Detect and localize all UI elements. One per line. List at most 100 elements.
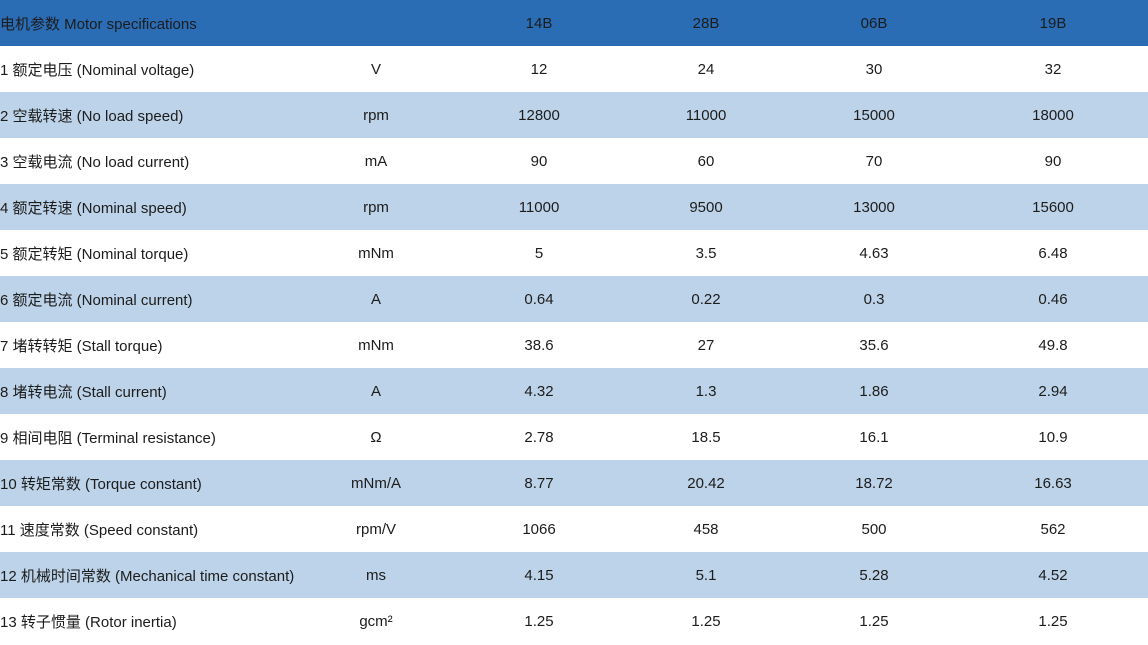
spec-row: 10 转矩常数 (Torque constant) mNm/A 8.77 20.… [0, 460, 1148, 506]
column-header-19B: 19B [958, 0, 1148, 46]
spec-label: 4 额定转速 (Nominal speed) [0, 184, 296, 230]
spec-unit: rpm/V [296, 506, 457, 552]
spec-value: 18.5 [622, 414, 791, 460]
spec-unit: gcm² [296, 598, 457, 644]
spec-value: 16.63 [958, 460, 1148, 506]
spec-value: 1.25 [790, 598, 959, 644]
spec-value: 15000 [790, 92, 959, 138]
spec-value: 2.78 [456, 414, 623, 460]
table-header-row: 电机参数 Motor specifications 14B 28B 06B 19… [0, 0, 1148, 46]
spec-value: 0.64 [456, 276, 623, 322]
table-body: 1 额定电压 (Nominal voltage) V 12 24 30 32 2… [0, 46, 1148, 644]
spec-row: 12 机械时间常数 (Mechanical time constant) ms … [0, 552, 1148, 598]
spec-label: 9 相间电阻 (Terminal resistance) [0, 414, 296, 460]
spec-value: 1.25 [456, 598, 623, 644]
spec-value: 20.42 [622, 460, 791, 506]
spec-value: 4.52 [958, 552, 1148, 598]
spec-unit: mNm [296, 230, 457, 276]
spec-label: 3 空载电流 (No load current) [0, 138, 296, 184]
spec-value: 1.25 [622, 598, 791, 644]
spec-value: 11000 [456, 184, 623, 230]
spec-label: 2 空载转速 (No load speed) [0, 92, 296, 138]
spec-row: 11 速度常数 (Speed constant) rpm/V 1066 458 … [0, 506, 1148, 552]
spec-value: 8.77 [456, 460, 623, 506]
spec-label: 8 堵转电流 (Stall current) [0, 368, 296, 414]
spec-value: 500 [790, 506, 959, 552]
spec-label: 6 额定电流 (Nominal current) [0, 276, 296, 322]
spec-row: 9 相间电阻 (Terminal resistance) Ω 2.78 18.5… [0, 414, 1148, 460]
spec-value: 5 [456, 230, 623, 276]
spec-value: 4.15 [456, 552, 623, 598]
spec-value: 12 [456, 46, 623, 92]
spec-value: 13000 [790, 184, 959, 230]
spec-label: 11 速度常数 (Speed constant) [0, 506, 296, 552]
spec-value: 90 [958, 138, 1148, 184]
spec-value: 2.94 [958, 368, 1148, 414]
spec-row: 2 空载转速 (No load speed) rpm 12800 11000 1… [0, 92, 1148, 138]
spec-value: 60 [622, 138, 791, 184]
spec-value: 5.28 [790, 552, 959, 598]
spec-value: 11000 [622, 92, 791, 138]
spec-value: 1.25 [958, 598, 1148, 644]
spec-value: 0.46 [958, 276, 1148, 322]
spec-value: 16.1 [790, 414, 959, 460]
spec-value: 15600 [958, 184, 1148, 230]
spec-value: 562 [958, 506, 1148, 552]
spec-value: 458 [622, 506, 791, 552]
spec-label: 7 堵转转矩 (Stall torque) [0, 322, 296, 368]
spec-value: 9500 [622, 184, 791, 230]
spec-unit: V [296, 46, 457, 92]
spec-value: 6.48 [958, 230, 1148, 276]
spec-value: 1.86 [790, 368, 959, 414]
spec-value: 4.63 [790, 230, 959, 276]
spec-label: 13 转子惯量 (Rotor inertia) [0, 598, 296, 644]
spec-value: 30 [790, 46, 959, 92]
spec-unit: rpm [296, 92, 457, 138]
spec-unit: ms [296, 552, 457, 598]
spec-value: 24 [622, 46, 791, 92]
spec-value: 10.9 [958, 414, 1148, 460]
spec-value: 49.8 [958, 322, 1148, 368]
spec-value: 4.32 [456, 368, 623, 414]
column-header-06B: 06B [790, 0, 959, 46]
spec-value: 70 [790, 138, 959, 184]
table-title: 电机参数 Motor specifications [0, 0, 457, 46]
spec-row: 4 额定转速 (Nominal speed) rpm 11000 9500 13… [0, 184, 1148, 230]
spec-row: 6 额定电流 (Nominal current) A 0.64 0.22 0.3… [0, 276, 1148, 322]
spec-unit: A [296, 368, 457, 414]
spec-unit: mA [296, 138, 457, 184]
spec-value: 27 [622, 322, 791, 368]
table-header: 电机参数 Motor specifications 14B 28B 06B 19… [0, 0, 1148, 46]
spec-value: 18.72 [790, 460, 959, 506]
spec-label: 1 额定电压 (Nominal voltage) [0, 46, 296, 92]
spec-value: 1066 [456, 506, 623, 552]
spec-value: 90 [456, 138, 623, 184]
spec-value: 1.3 [622, 368, 791, 414]
spec-row: 5 额定转矩 (Nominal torque) mNm 5 3.5 4.63 6… [0, 230, 1148, 276]
spec-unit: Ω [296, 414, 457, 460]
spec-unit: A [296, 276, 457, 322]
spec-value: 5.1 [622, 552, 791, 598]
spec-label: 10 转矩常数 (Torque constant) [0, 460, 296, 506]
spec-unit: rpm [296, 184, 457, 230]
column-header-28B: 28B [622, 0, 791, 46]
spec-label: 12 机械时间常数 (Mechanical time constant) [0, 552, 296, 598]
spec-value: 0.22 [622, 276, 791, 322]
spec-value: 35.6 [790, 322, 959, 368]
spec-row: 13 转子惯量 (Rotor inertia) gcm² 1.25 1.25 1… [0, 598, 1148, 644]
spec-value: 0.3 [790, 276, 959, 322]
spec-unit: mNm/A [296, 460, 457, 506]
spec-value: 3.5 [622, 230, 791, 276]
spec-row: 7 堵转转矩 (Stall torque) mNm 38.6 27 35.6 4… [0, 322, 1148, 368]
spec-value: 32 [958, 46, 1148, 92]
spec-unit: mNm [296, 322, 457, 368]
spec-value: 12800 [456, 92, 623, 138]
spec-value: 18000 [958, 92, 1148, 138]
column-header-14B: 14B [456, 0, 623, 46]
spec-row: 1 额定电压 (Nominal voltage) V 12 24 30 32 [0, 46, 1148, 92]
spec-row: 8 堵转电流 (Stall current) A 4.32 1.3 1.86 2… [0, 368, 1148, 414]
spec-value: 38.6 [456, 322, 623, 368]
spec-row: 3 空载电流 (No load current) mA 90 60 70 90 [0, 138, 1148, 184]
